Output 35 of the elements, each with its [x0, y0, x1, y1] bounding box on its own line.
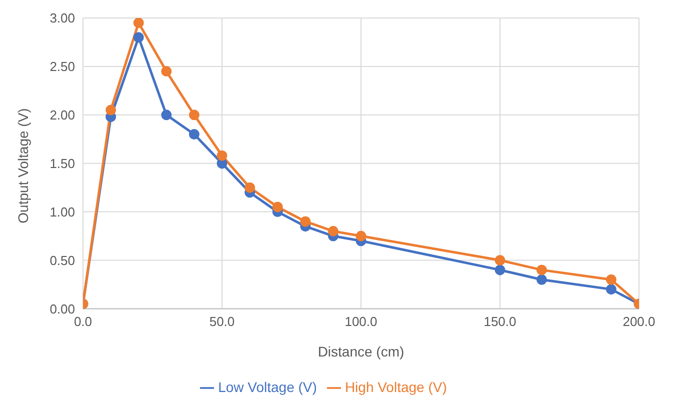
y-tick-label: 2.00 — [50, 108, 75, 123]
point — [244, 182, 256, 193]
point — [606, 274, 616, 285]
legend-label: High Voltage (V) — [344, 378, 447, 395]
point — [161, 110, 172, 120]
x-tick-label: 100.0 — [344, 314, 378, 329]
y-tick-label: 0.50 — [50, 252, 75, 268]
y-axis-title: Output Voltage (V) — [14, 108, 31, 224]
point — [216, 150, 228, 161]
point — [272, 202, 283, 212]
point — [133, 18, 144, 28]
y-tick-label: 2.50 — [50, 59, 75, 74]
point — [106, 104, 116, 116]
point — [300, 216, 311, 227]
point — [161, 66, 172, 77]
y-tick-label: 1.50 — [50, 156, 75, 171]
point — [606, 284, 616, 295]
x-tick-label: 50.0 — [209, 314, 235, 329]
point — [328, 226, 338, 236]
y-tick-label: 1.00 — [50, 204, 75, 220]
point — [494, 264, 506, 276]
point — [356, 230, 366, 242]
point — [133, 32, 144, 43]
y-tick-label: 0.00 — [50, 301, 75, 316]
x-tick-label: 200.0 — [622, 314, 656, 329]
y-tick-label: 3.00 — [50, 10, 75, 26]
point — [536, 274, 547, 285]
point — [536, 264, 547, 276]
x-axis-title: Distance (cm) — [318, 344, 404, 360]
point — [188, 110, 200, 120]
legend-label: Low Voltage (V) — [218, 378, 317, 395]
point — [188, 129, 200, 140]
point — [494, 255, 506, 266]
x-tick-label: 150.0 — [484, 314, 516, 329]
x-tick-label: 0.0 — [74, 314, 92, 329]
